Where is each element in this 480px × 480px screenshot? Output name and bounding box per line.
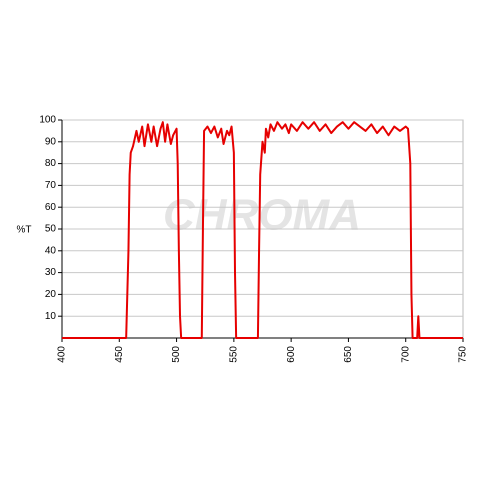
y-tick-label: 90 <box>45 136 57 147</box>
x-tick-label: 450 <box>114 346 125 363</box>
y-tick-label: 80 <box>45 158 57 169</box>
y-tick-label: 60 <box>45 202 57 213</box>
y-tick-label: 30 <box>45 267 57 278</box>
x-tick-label: 600 <box>286 346 297 363</box>
x-tick-label: 550 <box>228 346 239 363</box>
y-tick-label: 100 <box>39 115 56 126</box>
y-tick-label: 70 <box>45 180 57 191</box>
watermark: CHROMA <box>163 191 361 240</box>
x-tick-label: 500 <box>171 346 182 363</box>
x-tick-label: 700 <box>400 346 411 363</box>
x-tick-label: 650 <box>343 346 354 363</box>
x-tick-label: 750 <box>458 346 469 363</box>
y-tick-label: 40 <box>45 245 57 256</box>
y-tick-label: 50 <box>45 224 57 235</box>
y-tick-label: 20 <box>45 289 57 300</box>
x-tick-label: 400 <box>57 346 68 363</box>
y-tick-label: 10 <box>45 311 57 322</box>
y-axis-label: %T <box>17 225 32 236</box>
spectrum-line <box>62 121 463 339</box>
